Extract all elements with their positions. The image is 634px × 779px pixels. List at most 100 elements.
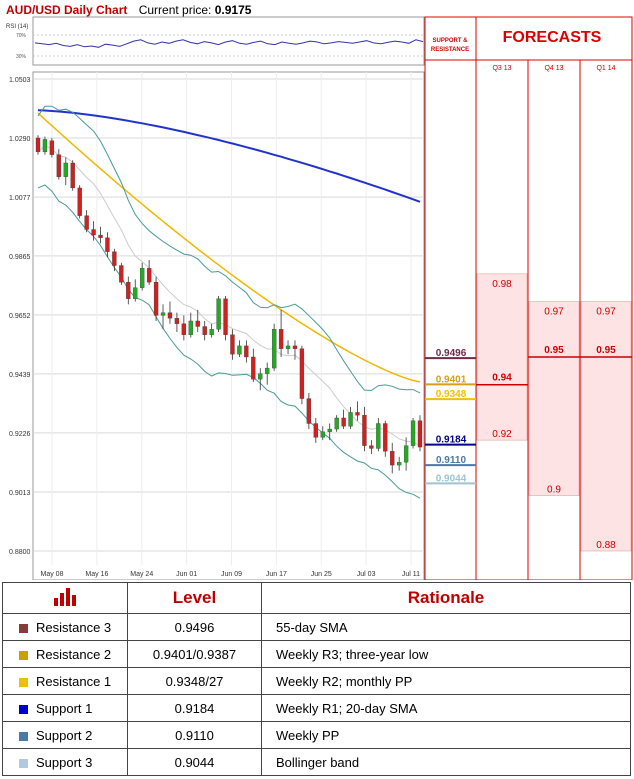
candle (195, 320, 200, 327)
table-row: Resistance 1 0.9348/27 Weekly R2; monthly … (2, 667, 631, 695)
rsi-tick: 30% (16, 54, 27, 60)
sr-level-value: 0.9401 (436, 374, 467, 385)
sr-title: SUPPORT & (432, 38, 468, 44)
candle (285, 345, 291, 349)
forecast-range (476, 273, 528, 441)
candle (230, 334, 235, 355)
forecast-mid: 0.95 (544, 345, 564, 356)
sma55-line (37, 112, 421, 383)
rationale-header: Rationale (261, 582, 631, 614)
table-row: Support 2 0.9110 Weekly PP (2, 721, 631, 749)
x-tick-label: Jun 17 (266, 571, 287, 578)
candle (56, 154, 61, 177)
y-tick-label: 0.9226 (9, 431, 31, 438)
x-tick-label: May 16 (85, 571, 108, 578)
candle (265, 367, 270, 374)
level-rationale: Weekly R1; 20-day SMA (261, 694, 631, 722)
candle (91, 229, 96, 236)
y-tick-label: 1.0077 (9, 195, 31, 202)
x-tick-label: May 24 (130, 571, 153, 578)
x-tick-label: Jul 11 (402, 571, 420, 578)
forecast-title: FORECASTS (503, 29, 602, 46)
sr-title: RESISTANCE (431, 47, 469, 53)
candle (348, 412, 353, 427)
candle (49, 140, 55, 155)
aud-usd-chart: RSI (14) 70% 30% 1.0503 1.0290 1.0077 0.9865 0.… (6, 16, 633, 580)
level-rationale: Weekly R3; three-year low (261, 640, 631, 668)
forecast-low: 0.92 (492, 429, 512, 440)
candle (216, 298, 221, 330)
bar-chart-icon (2, 582, 128, 614)
sma200-line (37, 109, 421, 203)
candle (299, 348, 305, 399)
bollinger-upper (37, 105, 421, 394)
candle (397, 462, 402, 466)
forecast-range (528, 301, 580, 496)
table-row: Resistance 3 0.9496 55-day SMA (2, 613, 631, 641)
level-swatch (19, 623, 28, 633)
candle (153, 282, 159, 316)
level-header: Level (127, 582, 262, 614)
candle (112, 251, 117, 266)
candle (320, 431, 325, 438)
level-value: 0.9401/0.9387 (127, 640, 262, 668)
forecast-col-label: Q3 13 (492, 65, 511, 72)
level-name: Support 2 (36, 727, 93, 743)
bollinger-lower (37, 184, 421, 499)
table-row: Resistance 2 0.9401/0.9387 Weekly R3; thre… (2, 640, 631, 668)
level-value: 0.9044 (127, 748, 262, 776)
candle (271, 329, 277, 369)
forecast-range (580, 301, 632, 552)
candle (77, 187, 82, 216)
level-name: Support 1 (36, 700, 93, 716)
sr-level-value: 0.9044 (436, 473, 467, 484)
candle (251, 356, 256, 380)
y-tick-label: 1.0290 (9, 136, 31, 143)
level-rationale: 55-day SMA (261, 613, 631, 641)
y-tick-label: 0.9652 (9, 313, 31, 320)
candle (181, 323, 187, 335)
candle (362, 415, 367, 446)
candle (417, 420, 423, 448)
forecast-mid: 0.95 (596, 345, 616, 356)
candle (140, 268, 145, 288)
table-row: Support 1 0.9184 Weekly R1; 20-day SMA (2, 694, 631, 722)
y-tick-label: 0.8800 (9, 549, 31, 556)
level-rationale: Weekly R2; monthly PP (261, 667, 631, 695)
candle (209, 329, 214, 335)
current-price-label: Current price: (138, 3, 212, 17)
candle (160, 312, 166, 316)
y-tick-label: 0.9013 (9, 490, 31, 497)
level-name: Support 3 (36, 754, 93, 770)
level-rationale: Bollinger band (261, 748, 631, 776)
level-swatch (19, 677, 28, 687)
candle (410, 420, 416, 446)
sr-level-value: 0.9184 (436, 435, 467, 446)
candle (119, 265, 124, 283)
levels-table-header: Level Rationale (2, 582, 631, 614)
chart-title: AUD/USD Daily Chart (6, 3, 128, 17)
level-swatch (19, 650, 28, 660)
forecast-high: 0.97 (544, 307, 564, 318)
forecast-high: 0.97 (596, 307, 616, 318)
candle (355, 412, 360, 416)
level-name: Resistance 2 (36, 646, 112, 662)
candle (126, 282, 131, 299)
candle (188, 320, 193, 335)
candle (35, 137, 41, 153)
forecast-high: 0.98 (492, 279, 512, 290)
x-tick-label: Jul 03 (357, 571, 376, 578)
candle (70, 162, 75, 189)
candle (313, 423, 318, 438)
candle (334, 417, 339, 430)
level-swatch (19, 731, 28, 741)
level-swatch (19, 758, 28, 768)
candle (327, 428, 332, 432)
table-row: Support 3 0.9044 Bollinger band (2, 748, 631, 776)
sr-level-value: 0.9496 (436, 348, 467, 359)
candle (84, 215, 89, 230)
candle (306, 398, 312, 424)
level-name-cell: Resistance 3 (2, 613, 128, 641)
candle (376, 423, 381, 449)
candle (258, 373, 263, 380)
